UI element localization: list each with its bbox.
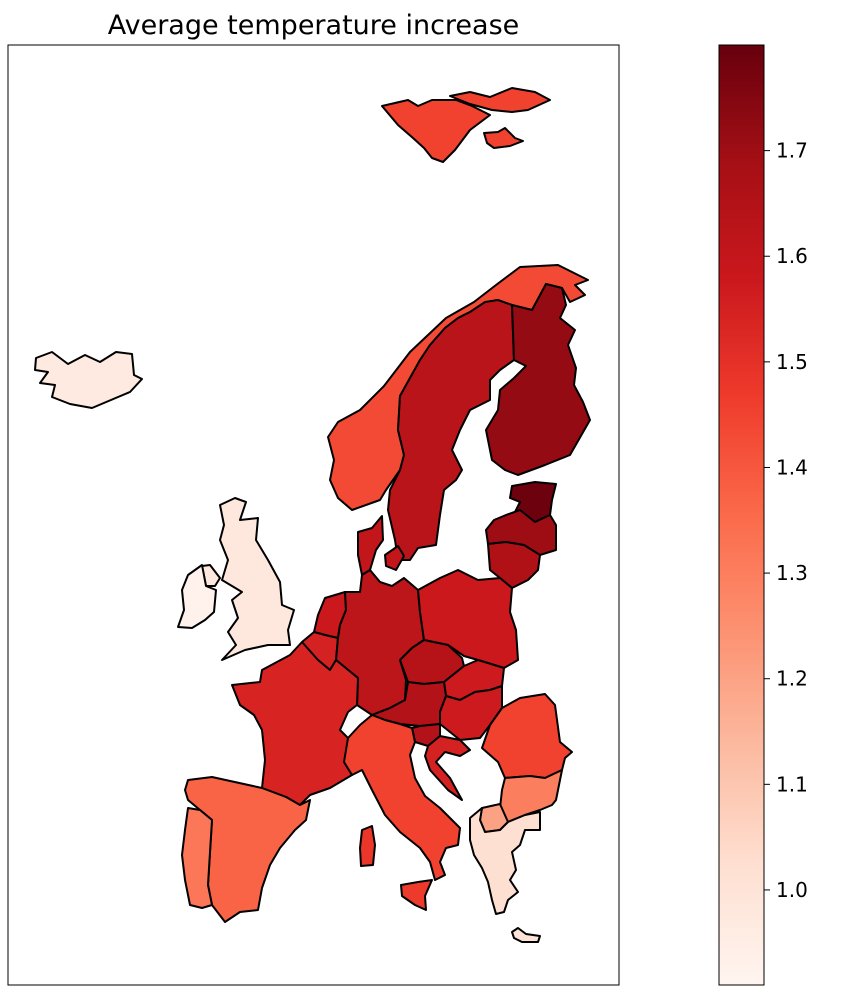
region-greece[interactable] <box>469 807 541 915</box>
region-portugal[interactable] <box>181 807 213 909</box>
colorbar-tick-label: 1.2 <box>776 667 808 691</box>
colorbar-tick-label: 1.1 <box>776 772 808 796</box>
colorbar-tick-label: 1.5 <box>776 350 808 374</box>
map-title: Average temperature increase <box>107 10 520 41</box>
region-sicily[interactable] <box>400 879 433 911</box>
region-ireland[interactable] <box>177 564 217 629</box>
region-crete[interactable] <box>511 927 541 943</box>
colorbar-gradient <box>718 44 765 986</box>
colorbar-tick-label: 1.7 <box>776 139 808 163</box>
region-croatia[interactable] <box>424 735 471 801</box>
colorbar-tick-label: 1.4 <box>776 455 808 479</box>
region-lithuania[interactable] <box>487 541 541 589</box>
map-frame <box>7 44 620 986</box>
region-iceland[interactable] <box>34 351 143 409</box>
region-svalbard[interactable] <box>381 87 551 163</box>
region-denmark[interactable] <box>357 515 405 576</box>
colorbar-tick-label: 1.3 <box>776 561 808 585</box>
region-sweden[interactable] <box>387 299 515 561</box>
region-sardinia[interactable] <box>359 825 376 867</box>
region-italy[interactable] <box>343 714 461 881</box>
region-finland[interactable] <box>485 283 591 476</box>
colorbar-tick-label: 1.6 <box>776 244 808 268</box>
colorbar-tick-label: 1.0 <box>776 878 808 902</box>
